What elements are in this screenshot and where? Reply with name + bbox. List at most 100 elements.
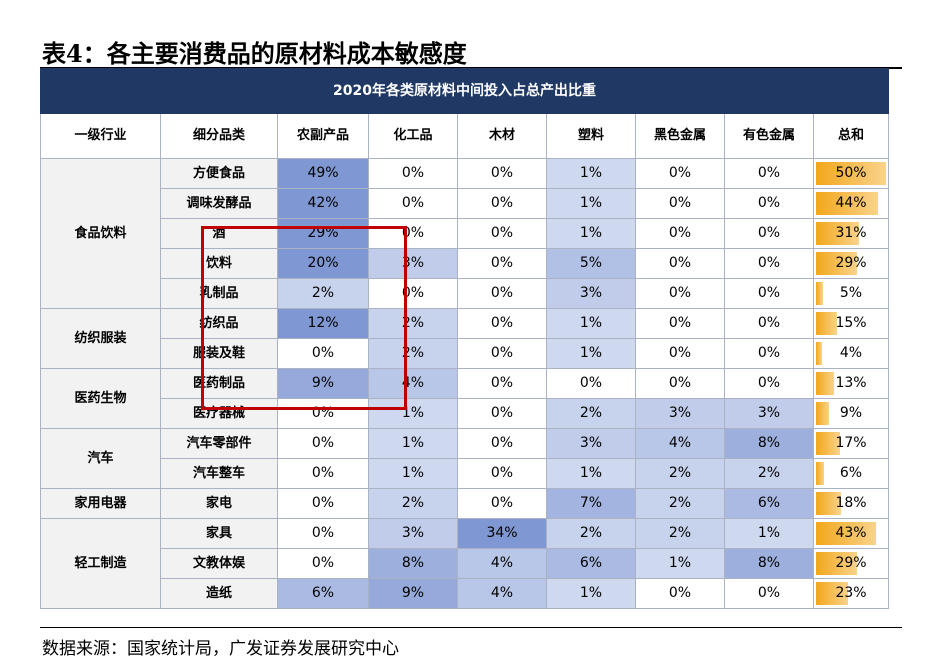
value-cell: 6% bbox=[277, 578, 369, 609]
total-cell: 29% bbox=[812, 248, 890, 279]
value-cell: 42% bbox=[277, 188, 369, 219]
item-cell: 饮料 bbox=[160, 248, 278, 279]
table-row: 乳制品 2% 0% 0% 3% 0% 0% 5% bbox=[41, 278, 890, 309]
value-cell: 0% bbox=[277, 428, 369, 459]
table-row: 医疗器械 0% 1% 0% 2% 3% 3% 9% bbox=[41, 398, 890, 429]
value-cell: 0% bbox=[724, 248, 814, 279]
value-cell: 6% bbox=[546, 548, 636, 579]
value-cell: 0% bbox=[457, 428, 547, 459]
column-header: 农副产品 bbox=[277, 113, 369, 159]
value-cell: 1% bbox=[546, 578, 636, 609]
value-cell: 0% bbox=[277, 398, 369, 429]
item-cell: 医疗器械 bbox=[160, 398, 278, 429]
value-cell: 1% bbox=[546, 308, 636, 339]
total-cell: 6% bbox=[812, 458, 890, 489]
table-row: 汽车整车 0% 1% 0% 1% 2% 2% 6% bbox=[41, 458, 890, 489]
column-header: 细分品类 bbox=[160, 113, 278, 159]
value-cell: 0% bbox=[724, 218, 814, 249]
total-label: 9% bbox=[839, 405, 863, 421]
item-cell: 汽车零部件 bbox=[160, 428, 278, 459]
table-row: 纺织服装 纺织品 12% 2% 0% 1% 0% 0% 15% bbox=[40, 308, 890, 369]
value-cell: 1% bbox=[368, 428, 458, 459]
header-row: 一级行业 细分品类 农副产品 化工品 木材 塑料 黑色金属 有色金属 总和 bbox=[40, 113, 890, 159]
item-cell: 纺织品 bbox=[160, 308, 278, 339]
value-cell: 0% bbox=[724, 338, 814, 369]
value-cell: 4% bbox=[457, 578, 547, 609]
item-cell: 汽车整车 bbox=[160, 458, 278, 489]
total-bar bbox=[816, 582, 849, 605]
value-cell: 0% bbox=[546, 368, 636, 399]
value-cell: 0% bbox=[368, 188, 458, 219]
column-header: 塑料 bbox=[546, 113, 636, 159]
value-cell: 6% bbox=[724, 488, 814, 519]
total-bar bbox=[816, 312, 837, 335]
total-bar bbox=[816, 432, 840, 455]
table-row: 汽车 汽车零部件 0% 1% 0% 3% 4% 8% 17% bbox=[40, 428, 890, 489]
value-cell: 0% bbox=[277, 488, 369, 519]
value-cell: 5% bbox=[546, 248, 636, 279]
sector-cell: 纺织服装 bbox=[40, 308, 161, 369]
value-cell: 0% bbox=[635, 368, 725, 399]
column-header: 黑色金属 bbox=[635, 113, 725, 159]
value-cell: 0% bbox=[724, 158, 814, 189]
value-cell: 2% bbox=[368, 338, 458, 369]
value-cell: 1% bbox=[546, 158, 636, 189]
cost-sensitivity-table: 2020年各类原材料中间投入占总产出比重 一级行业 细分品类 农副产品 化工品 木材 塑料黑… bbox=[39, 68, 890, 609]
sector-cell: 医药生物 bbox=[40, 368, 161, 429]
total-label: 4% bbox=[839, 345, 863, 361]
total-bar bbox=[816, 252, 857, 275]
value-cell: 4% bbox=[368, 368, 458, 399]
value-cell: 0% bbox=[635, 158, 725, 189]
banner-row: 2020年各类原材料中间投入占总产出比重 bbox=[39, 68, 890, 114]
value-cell: 8% bbox=[724, 548, 814, 579]
value-cell: 8% bbox=[724, 428, 814, 459]
value-cell: 0% bbox=[457, 398, 547, 429]
value-cell: 1% bbox=[546, 188, 636, 219]
value-cell: 3% bbox=[546, 428, 636, 459]
total-label: 13% bbox=[835, 375, 867, 391]
sector-cell: 汽车 bbox=[40, 428, 161, 489]
value-cell: 0% bbox=[724, 308, 814, 339]
column-header: 有色金属 bbox=[724, 113, 814, 159]
table-banner: 2020年各类原材料中间投入占总产出比重 bbox=[39, 68, 890, 114]
total-bar bbox=[816, 192, 878, 215]
table-row: 服装及鞋 0% 2% 0% 1% 0% 0% 4% bbox=[41, 338, 890, 369]
value-cell: 0% bbox=[724, 278, 814, 309]
value-cell: 3% bbox=[368, 248, 458, 279]
value-cell: 0% bbox=[724, 368, 814, 399]
value-cell: 0% bbox=[635, 338, 725, 369]
table-row: 调味发酵品 42% 0% 0% 1% 0% 0% 44% bbox=[41, 188, 890, 219]
item-cell: 造纸 bbox=[160, 578, 278, 609]
total-cell: 43% bbox=[812, 518, 890, 549]
item-cell: 医药制品 bbox=[160, 368, 278, 399]
value-cell: 2% bbox=[635, 518, 725, 549]
value-cell: 0% bbox=[724, 188, 814, 219]
value-cell: 1% bbox=[546, 458, 636, 489]
value-cell: 1% bbox=[635, 548, 725, 579]
value-cell: 4% bbox=[457, 548, 547, 579]
total-cell: 50% bbox=[812, 158, 890, 189]
total-bar bbox=[816, 552, 857, 575]
total-cell: 17% bbox=[812, 428, 890, 459]
table-row: 饮料 20% 3% 0% 5% 0% 0% 29% bbox=[41, 248, 890, 279]
value-cell: 7% bbox=[546, 488, 636, 519]
total-bar bbox=[816, 492, 842, 515]
value-cell: 2% bbox=[724, 458, 814, 489]
value-cell: 0% bbox=[368, 218, 458, 249]
total-label: 17% bbox=[835, 435, 867, 451]
value-cell: 1% bbox=[724, 518, 814, 549]
table-row: 医药生物 医药制品 9% 4% 0% 0% 0% 0% 13% bbox=[40, 368, 890, 429]
total-bar bbox=[816, 462, 825, 485]
value-cell: 3% bbox=[546, 278, 636, 309]
column-header: 化工品 bbox=[368, 113, 458, 159]
item-cell: 服装及鞋 bbox=[160, 338, 278, 369]
value-cell: 0% bbox=[457, 278, 547, 309]
value-cell: 4% bbox=[635, 428, 725, 459]
value-cell: 0% bbox=[457, 488, 547, 519]
value-cell: 2% bbox=[546, 398, 636, 429]
total-cell: 29% bbox=[812, 548, 890, 579]
value-cell: 0% bbox=[457, 248, 547, 279]
value-cell: 0% bbox=[277, 518, 369, 549]
sector-cell: 轻工制造 bbox=[40, 518, 161, 609]
total-label: 29% bbox=[835, 555, 867, 571]
